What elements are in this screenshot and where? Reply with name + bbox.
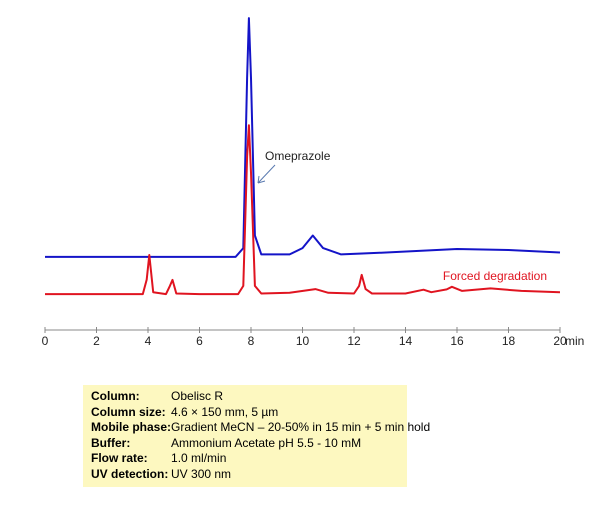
x-tick-label: 10 xyxy=(296,334,310,348)
series-label: Forced degradation xyxy=(443,269,547,283)
x-tick-label: 4 xyxy=(145,334,152,348)
info-row: Column size: 4.6 × 150 mm, 5 µm xyxy=(91,405,430,421)
info-row: Flow rate: 1.0 ml/min xyxy=(91,451,430,467)
info-value: Obelisc R xyxy=(171,389,224,403)
x-tick-label: 16 xyxy=(450,334,464,348)
annotation: Omeprazole xyxy=(265,149,331,163)
info-value: Gradient MeCN – 20-50% in 15 min + 5 min… xyxy=(171,420,431,434)
info-value: 1.0 ml/min xyxy=(171,451,227,465)
x-tick-label: 2 xyxy=(93,334,100,348)
trace xyxy=(45,17,561,258)
info-table: Column: Obelisc R Column size: 4.6 × 150 mm… xyxy=(91,389,430,482)
trace xyxy=(45,124,561,296)
arrow-head xyxy=(257,175,266,184)
info-key: Mobile phase: xyxy=(91,420,172,434)
info-key: Column: xyxy=(91,389,140,403)
annotation-arrow xyxy=(257,164,276,184)
x-tick-label: 20 xyxy=(553,334,567,348)
info-key: Column size: xyxy=(91,404,166,419)
info-key: Flow rate: xyxy=(91,451,148,465)
x-tick-label: 6 xyxy=(196,334,203,348)
x-tick-label: 18 xyxy=(502,334,516,348)
info-value: UV 300 nm xyxy=(171,466,232,481)
info-row: UV detection: UV 300 nm xyxy=(91,467,430,483)
x-tick-label: 0 xyxy=(42,334,49,348)
x-axis-label: min xyxy=(565,334,584,348)
info-row: Buffer: Ammonium Acetate pH 5.5 - 10 mM xyxy=(91,436,430,452)
info-value: Ammonium Acetate pH 5.5 - 10 mM xyxy=(171,435,362,450)
info-key: UV detection: xyxy=(91,466,169,481)
info-value: 4.6 × 150 mm, 5 µm xyxy=(171,404,279,419)
info-key: Buffer: xyxy=(91,435,131,450)
x-tick-label: 12 xyxy=(347,334,361,348)
x-tick-label: 8 xyxy=(248,334,255,348)
info-box: Column: Obelisc R Column size: 4.6 × 150 mm… xyxy=(83,385,430,487)
info-row: Column: Obelisc R xyxy=(91,389,430,405)
info-row: Mobile phase: Gradient MeCN – 20-50% in 1… xyxy=(91,420,430,436)
x-tick-label: 14 xyxy=(399,334,413,348)
